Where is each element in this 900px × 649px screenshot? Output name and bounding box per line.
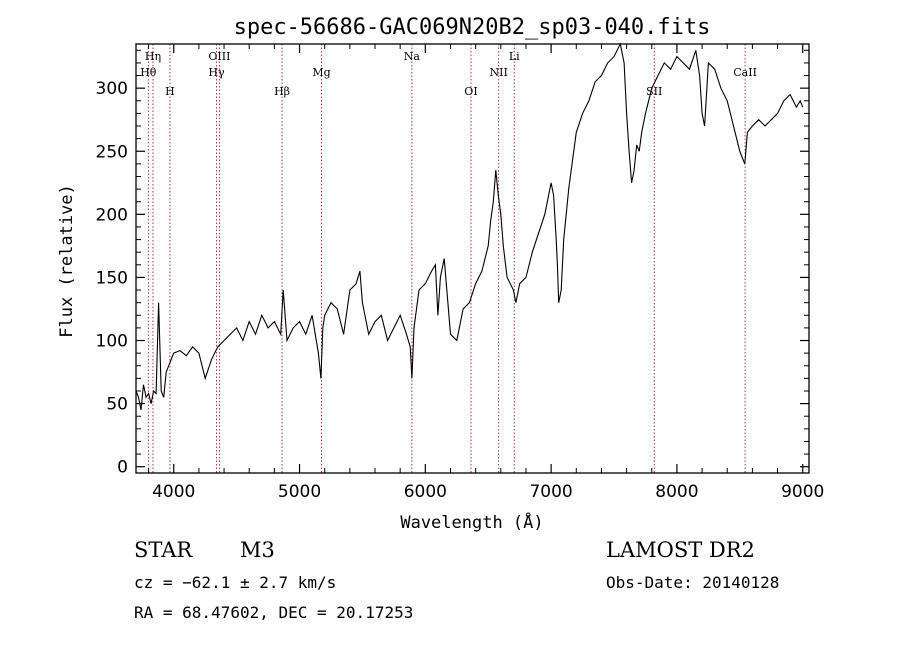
- spectrum-line: [135, 42, 804, 411]
- spectral-line-label: CaII: [733, 66, 757, 79]
- y-tick-label: 150: [96, 268, 128, 288]
- x-tick-label: 8000: [655, 482, 698, 502]
- observation-date: Obs-Date: 20140128: [606, 573, 780, 592]
- y-tick-label: 100: [96, 332, 128, 352]
- x-tick-label: 6000: [404, 482, 447, 502]
- spectral-line-label: Hγ: [208, 66, 225, 79]
- survey-name: LAMOST DR2: [606, 538, 755, 562]
- spectral-line-label: SII: [646, 85, 662, 98]
- spectral-line-label: OIII: [208, 50, 230, 63]
- plot-frame: [135, 43, 810, 474]
- redshift-velocity: cz = −62.1 ± 2.7 km/s: [134, 573, 337, 592]
- spectral-line-label: H: [165, 85, 175, 98]
- spectral-line-label: OI: [464, 85, 477, 98]
- y-tick-label: 200: [96, 205, 128, 225]
- object-class: STAR: [134, 538, 193, 562]
- spectral-line-label: Hη: [145, 50, 161, 63]
- x-tick-label: 7000: [529, 482, 572, 502]
- y-axis-label: Flux (relative): [57, 184, 77, 338]
- object-subclass: M3: [240, 538, 275, 562]
- x-axis-label: Wavelength (Å): [400, 511, 543, 533]
- spectral-line-label: Mg: [312, 66, 330, 79]
- x-tick-label: 4000: [152, 482, 195, 502]
- x-tick-label: 9000: [781, 482, 824, 502]
- y-tick-label: 0: [117, 458, 128, 478]
- sky-coordinates: RA = 68.47602, DEC = 20.17253: [134, 603, 414, 622]
- x-tick-label: 5000: [278, 482, 321, 502]
- y-tick-label: 50: [106, 395, 128, 415]
- spectral-line-label: Hβ: [274, 85, 290, 98]
- spectral-line-label: NII: [490, 66, 508, 79]
- chart-title: spec-56686-GAC069N20B2_sp03-040.fits: [234, 15, 711, 40]
- spectral-line-label: Hθ: [140, 66, 157, 79]
- spectral-line-label: Li: [509, 50, 520, 63]
- spectral-line-label: Na: [404, 50, 421, 63]
- y-tick-label: 250: [96, 142, 128, 162]
- y-tick-label: 300: [96, 79, 128, 99]
